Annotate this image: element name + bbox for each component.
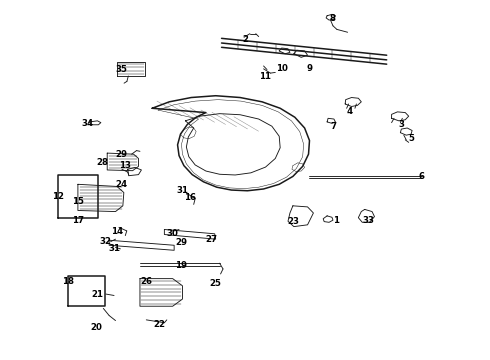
Text: 32: 32 bbox=[100, 237, 112, 246]
Text: 24: 24 bbox=[116, 180, 128, 189]
Text: 26: 26 bbox=[140, 276, 152, 285]
Text: 35: 35 bbox=[116, 65, 128, 74]
Text: 2: 2 bbox=[242, 35, 248, 44]
Text: 18: 18 bbox=[62, 276, 74, 285]
Text: 31: 31 bbox=[108, 244, 120, 253]
Text: 20: 20 bbox=[90, 323, 102, 332]
Text: 29: 29 bbox=[175, 238, 188, 247]
Text: 22: 22 bbox=[153, 320, 166, 329]
Text: 13: 13 bbox=[119, 161, 131, 170]
Text: 31: 31 bbox=[176, 185, 189, 194]
Text: 16: 16 bbox=[184, 193, 196, 202]
Text: 12: 12 bbox=[52, 192, 64, 201]
Text: 27: 27 bbox=[206, 235, 218, 244]
Text: 3: 3 bbox=[398, 120, 404, 129]
Text: 4: 4 bbox=[347, 107, 353, 116]
Text: 19: 19 bbox=[175, 261, 188, 270]
Text: 9: 9 bbox=[307, 64, 313, 73]
Text: 34: 34 bbox=[82, 119, 94, 128]
Text: 33: 33 bbox=[362, 216, 374, 225]
Text: 25: 25 bbox=[210, 279, 221, 288]
Text: 8: 8 bbox=[330, 14, 336, 23]
Text: 7: 7 bbox=[331, 122, 337, 131]
Text: 14: 14 bbox=[111, 228, 123, 237]
Text: 30: 30 bbox=[167, 229, 179, 238]
Text: 11: 11 bbox=[259, 72, 270, 81]
Text: 5: 5 bbox=[408, 134, 414, 143]
Text: 17: 17 bbox=[72, 216, 84, 225]
Text: 29: 29 bbox=[116, 150, 128, 159]
Text: 1: 1 bbox=[333, 216, 339, 225]
Text: 15: 15 bbox=[72, 197, 84, 206]
Text: 23: 23 bbox=[287, 217, 299, 226]
Text: 21: 21 bbox=[92, 290, 103, 299]
Text: 6: 6 bbox=[419, 172, 425, 181]
Text: 28: 28 bbox=[97, 158, 108, 167]
Text: 10: 10 bbox=[276, 64, 288, 73]
